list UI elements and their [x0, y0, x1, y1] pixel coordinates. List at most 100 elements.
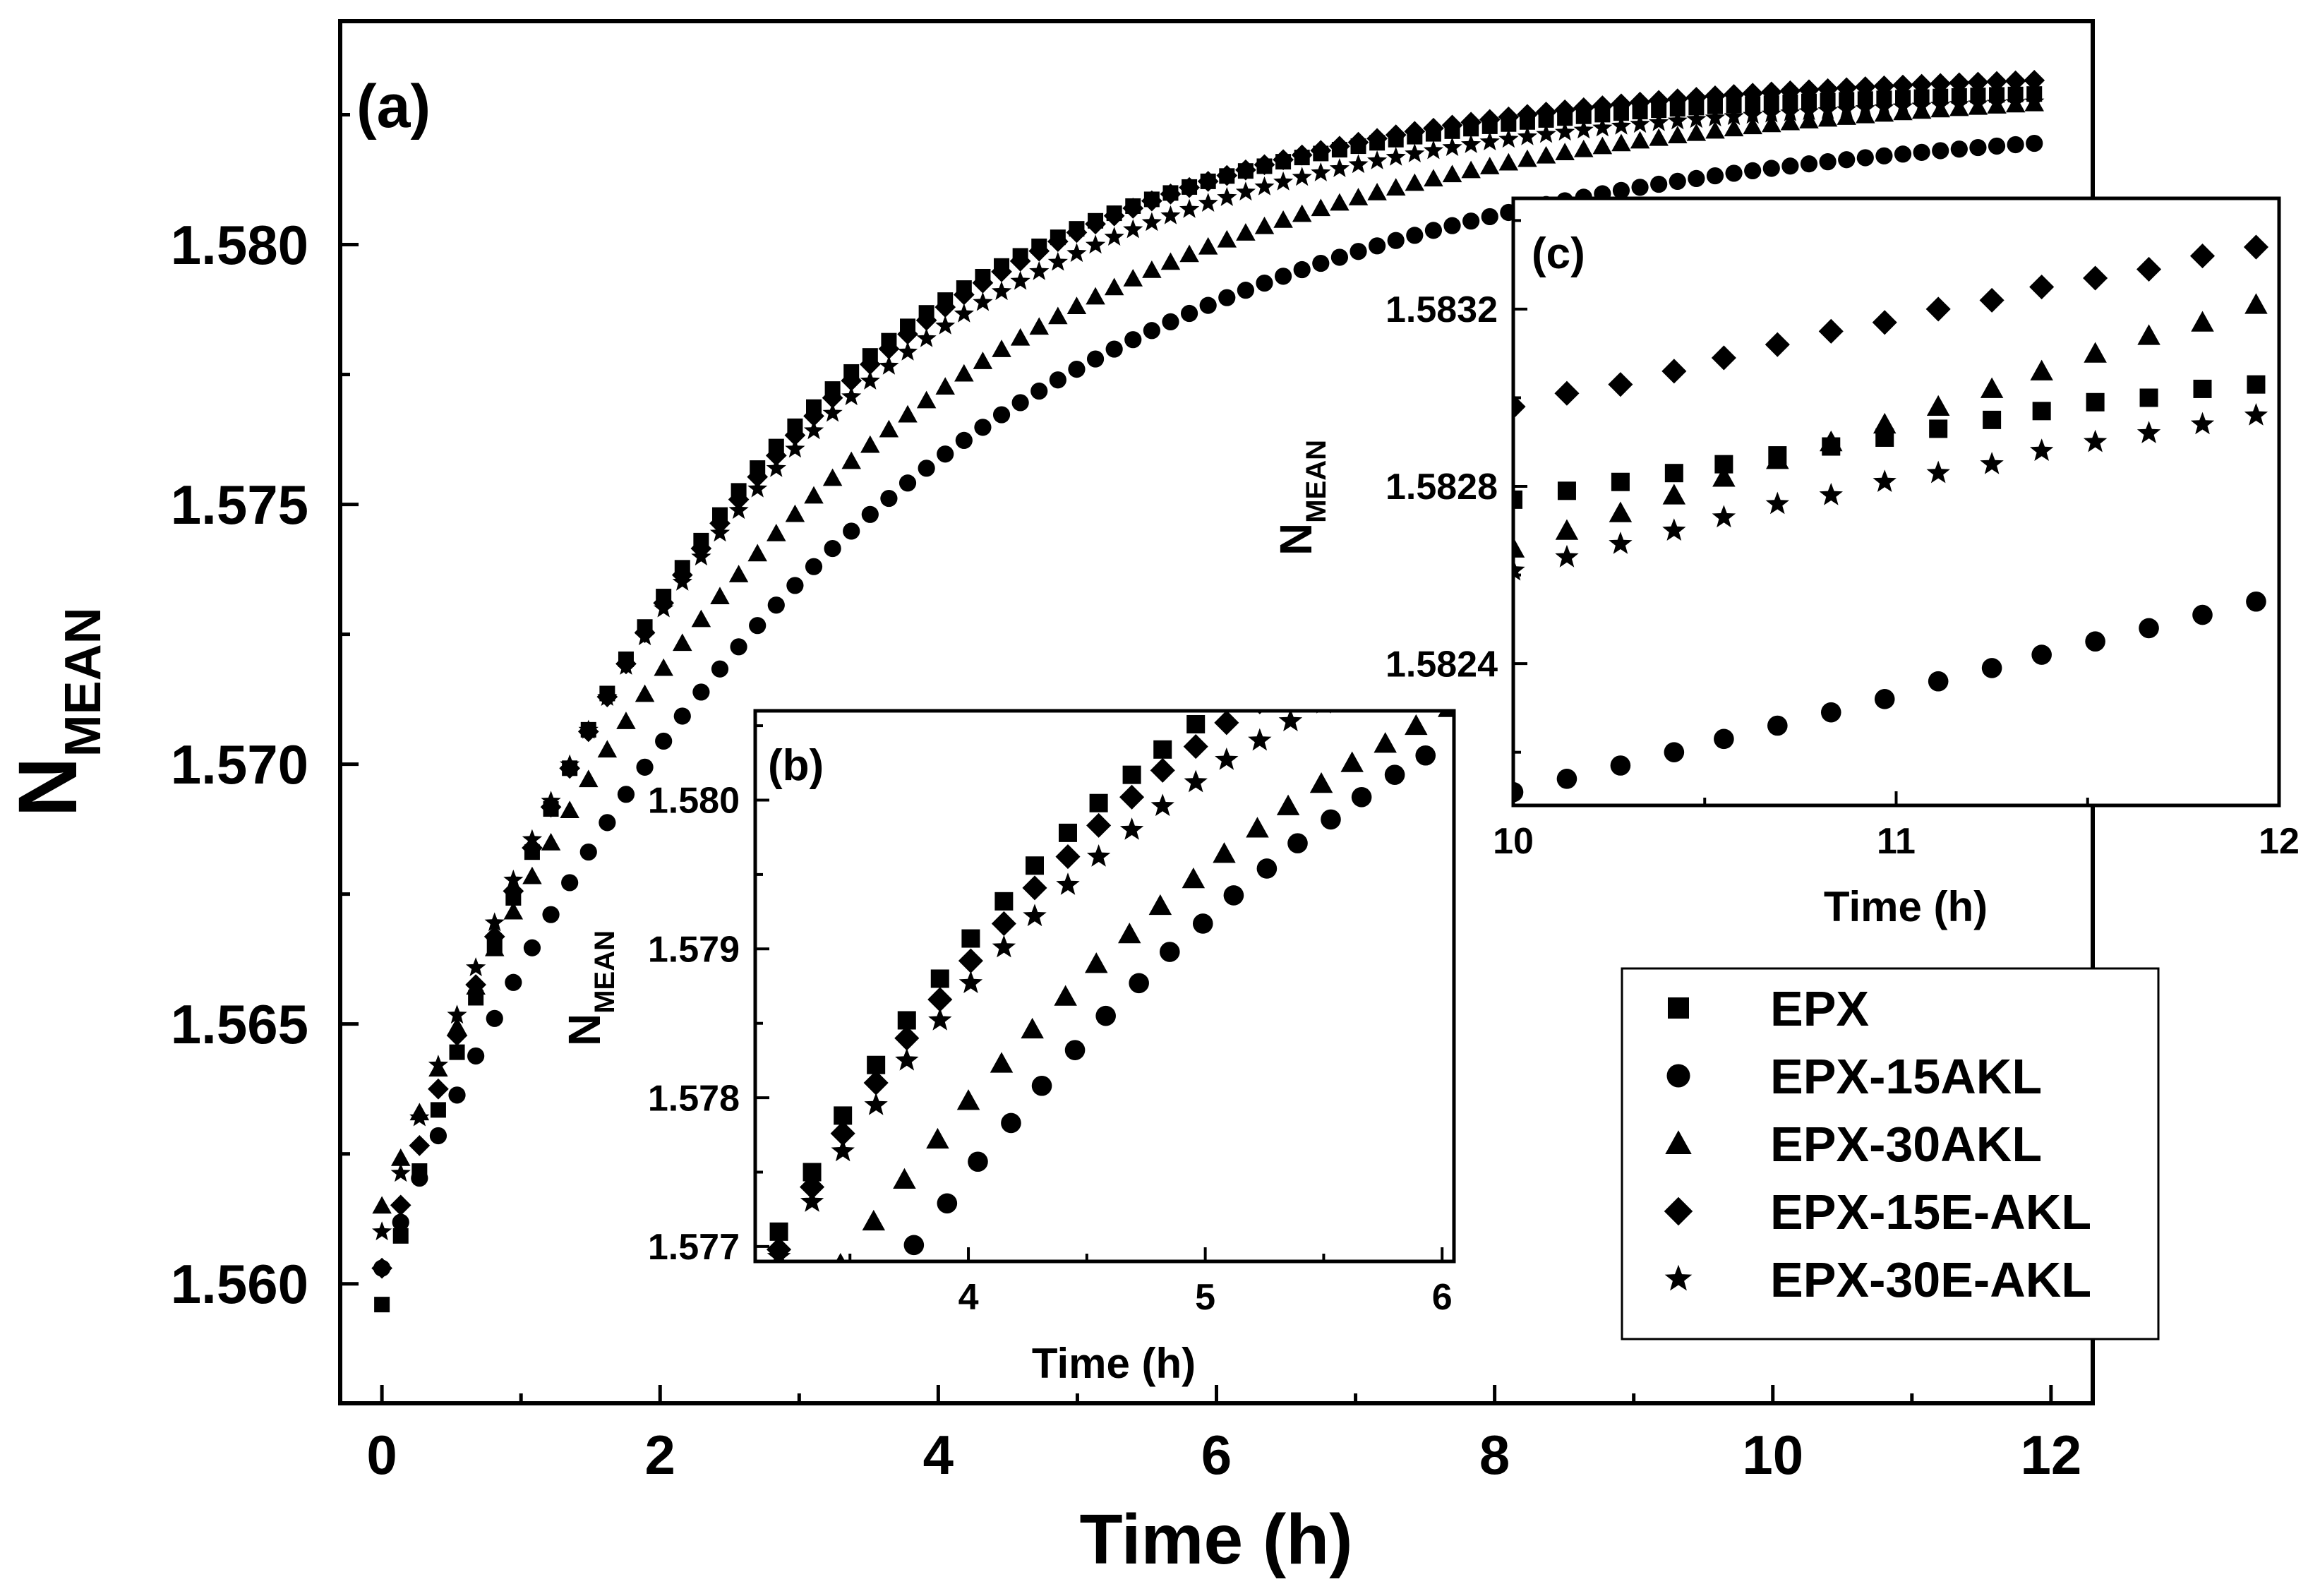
x-axis-ticks-a: 0 2 4 6 8 10 12: [366, 1385, 2081, 1486]
point-c-epx-15e-akl: [2243, 234, 2268, 260]
point-a-epx-30akl: [372, 1196, 392, 1214]
point-c-epx-15akl: [1556, 769, 1577, 789]
point-a-epx-15e-akl: [1854, 76, 1876, 97]
point-a-epx-30akl: [616, 712, 636, 729]
point-b-epx-30akl: [1117, 922, 1141, 944]
point-a-epx-30e-akl: [1179, 198, 1200, 218]
point-a-epx-15akl: [1725, 164, 1743, 182]
point-a-epx-15e-akl: [859, 354, 881, 375]
point-b-epx-30e-akl: [1056, 872, 1080, 895]
point-b-epx-30e-akl: [1184, 769, 1208, 793]
point-b-epx-15e-akl: [1022, 875, 1047, 901]
point-a-epx-15e-akl: [1760, 81, 1782, 103]
point-c-epx-15akl: [1928, 671, 1949, 692]
x-axis-ticks-b: 4 5 6: [848, 1247, 1453, 1318]
point-c-epx-15e-akl: [2083, 265, 2108, 291]
point-a-epx-30e-akl: [1837, 99, 1857, 119]
point-c-epx: [1611, 472, 1630, 491]
point-a-epx-30e-akl: [879, 355, 899, 375]
y-axis-label-b-main: N: [559, 1014, 610, 1046]
point-a-epx-15akl: [2026, 134, 2043, 152]
point-b-epx-15e-akl: [1183, 734, 1208, 760]
point-b-epx-30e-akl: [1086, 844, 1111, 867]
point-b-epx-30akl: [1246, 817, 1269, 838]
point-c-epx-15akl: [2085, 631, 2105, 652]
point-a-epx-30akl: [1817, 109, 1838, 127]
point-b-epx-30e-akl: [1278, 711, 1303, 731]
point-a-epx-15e-akl: [1441, 114, 1463, 136]
point-a-epx-15akl: [992, 406, 1011, 424]
point-a-epx-15akl: [786, 577, 804, 594]
point-c-epx: [2032, 402, 2051, 421]
point-a-epx-30akl: [390, 1148, 411, 1166]
point-a-epx: [1763, 95, 1779, 112]
point-a-epx-30akl: [1236, 223, 1256, 241]
point-c-epx-30akl: [1820, 431, 1843, 452]
point-a-epx-15akl: [692, 683, 710, 701]
point-a-epx-15e-akl: [1892, 74, 1913, 96]
point-a-epx-30e-akl: [1686, 109, 1707, 128]
point-a-epx-15akl: [1612, 181, 1630, 199]
point-c-epx: [1983, 410, 2002, 429]
point-a-epx-15e-akl: [483, 926, 505, 947]
point-a-epx-30akl: [898, 404, 918, 423]
point-a-epx-15e-akl: [1817, 78, 1839, 100]
point-b-epx-15e-akl: [1256, 711, 1263, 714]
point-a-epx-15e-akl: [1085, 213, 1106, 235]
point-c-epx-30e-akl: [1609, 532, 1633, 554]
point-a-epx-30akl: [1010, 328, 1030, 346]
point-c-epx-15akl: [2031, 644, 2052, 665]
point-c-epx: [2139, 388, 2158, 407]
point-a-epx-30e-akl: [1667, 110, 1688, 130]
point-a-epx-15e-akl: [747, 466, 769, 488]
point-a-epx-15e-akl: [1948, 72, 1970, 94]
point-c-epx-30e-akl: [2083, 429, 2108, 452]
point-a-epx-15akl: [861, 505, 879, 523]
point-b-epx-15akl: [1256, 858, 1278, 879]
point-a-epx-30akl: [1611, 133, 1631, 152]
point-c-epx-30akl: [1609, 501, 1633, 522]
point-a-epx-15e-akl: [765, 445, 787, 467]
point-a-epx-30e-akl: [1705, 107, 1726, 127]
point-a-epx-30akl: [1086, 287, 1105, 305]
point-b-epx: [1089, 793, 1108, 812]
point-a-epx-15akl: [1856, 149, 1874, 167]
point-a-epx-30e-akl: [503, 869, 524, 889]
x-tick-label-a: 12: [2020, 1424, 2081, 1486]
point-a-epx-30e-akl: [973, 292, 993, 311]
point-b-epx-30e-akl: [958, 971, 983, 993]
point-a-epx-15e-akl: [1779, 80, 1801, 102]
point-a-epx-15e-akl: [1535, 102, 1557, 123]
point-a-epx-15akl: [1180, 304, 1198, 323]
point-a-epx-15e-akl: [390, 1194, 411, 1216]
point-a-epx-15akl: [730, 638, 747, 656]
point-a-epx-30akl: [954, 364, 974, 382]
point-a-epx-15akl: [955, 431, 973, 450]
point-a-epx-30e-akl: [484, 912, 505, 932]
point-c-epx-15e-akl: [1979, 287, 2005, 313]
point-b-epx: [1122, 765, 1141, 784]
point-c-epx-15akl: [2246, 591, 2266, 612]
point-b-epx-30e-akl: [864, 1093, 888, 1115]
legend-marker-epx: [1668, 997, 1689, 1019]
point-a-epx-15e-akl: [1911, 73, 1933, 95]
legend-box: [1621, 967, 2160, 1340]
point-a-epx-30e-akl: [1235, 181, 1256, 201]
point-a-epx-30akl: [822, 468, 843, 486]
point-a-epx-15e-akl: [1517, 104, 1538, 126]
point-a-epx-30akl: [1198, 236, 1218, 255]
point-a-epx-15e-akl: [841, 370, 863, 392]
point-a-epx-15e-akl: [1648, 90, 1670, 112]
point-a-epx-30akl: [673, 633, 692, 652]
y-tick-label-b: 1.580: [648, 781, 740, 822]
point-a-epx-30e-akl: [1555, 121, 1575, 141]
legend-label-epx-15akl: EPX-15AKL: [1770, 1049, 2042, 1104]
legend-marker-epx-30akl: [1665, 1130, 1692, 1154]
point-c-epx-15e-akl: [2029, 274, 2055, 300]
point-a-epx-15e-akl: [1179, 176, 1200, 198]
point-b-epx-15e-akl: [1214, 711, 1239, 736]
point-a-epx-30akl: [579, 769, 599, 788]
point-a-epx-30akl: [1066, 296, 1087, 314]
point-a-epx-30e-akl: [1968, 93, 1988, 113]
point-a-epx-30e-akl: [1798, 101, 1820, 121]
